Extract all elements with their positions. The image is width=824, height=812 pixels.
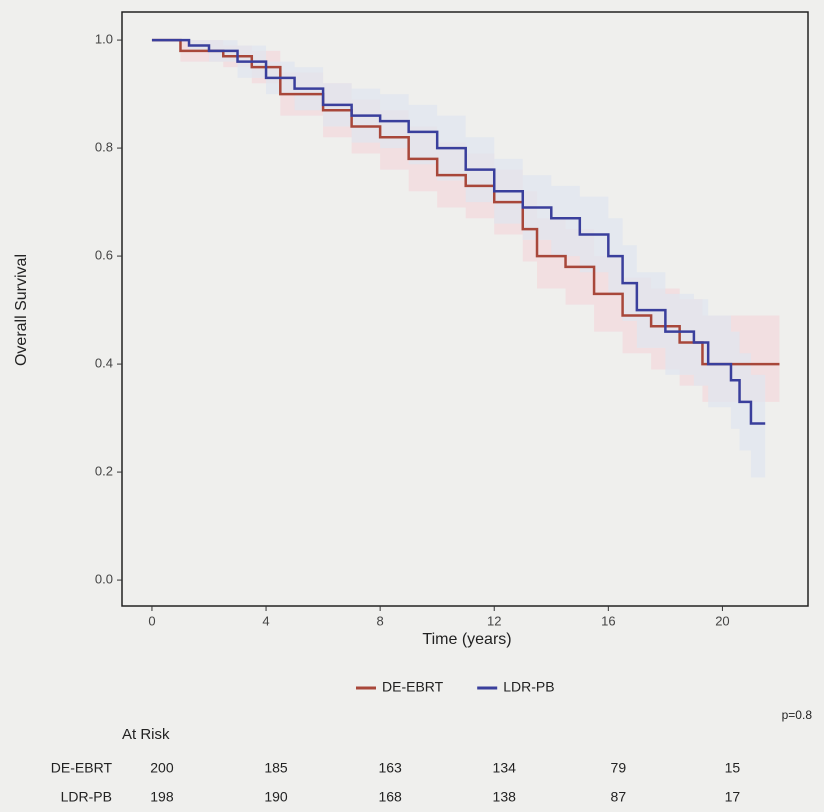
x-axis-label: Time (years): [422, 631, 511, 648]
risk-title: At Risk: [122, 726, 170, 743]
risk-row-label: LDR-PB: [61, 789, 112, 805]
legend-label: LDR-PB: [503, 679, 554, 695]
confidence-band: [151, 40, 766, 478]
legend-label: DE-EBRT: [382, 679, 444, 695]
x-tick-label: 20: [715, 613, 729, 628]
y-tick-label: 0.6: [95, 248, 113, 263]
y-tick-label: 1.0: [95, 32, 113, 47]
x-tick-label: 0: [148, 613, 155, 628]
y-tick-label: 0.0: [95, 572, 113, 587]
y-tick-label: 0.8: [95, 140, 113, 155]
x-tick-label: 12: [487, 613, 501, 628]
risk-value: 200: [150, 760, 174, 776]
y-tick-label: 0.2: [95, 464, 113, 479]
x-tick-label: 16: [601, 613, 615, 628]
plot-frame: [121, 11, 809, 607]
risk-value: 79: [611, 760, 627, 776]
risk-value: 190: [264, 789, 288, 805]
p-value: p=0.8: [782, 708, 813, 722]
x-tick-label: 4: [262, 613, 269, 628]
risk-value: 15: [725, 760, 741, 776]
x-tick-label: 8: [377, 613, 384, 628]
risk-value: 168: [378, 789, 402, 805]
risk-value: 185: [264, 760, 288, 776]
survival-line: [151, 38, 766, 425]
risk-value: 17: [725, 789, 741, 805]
y-tick-label: 0.4: [95, 356, 113, 371]
risk-value: 138: [493, 789, 517, 805]
y-axis-label: Overall Survival: [13, 254, 30, 366]
risk-value: 134: [493, 760, 517, 776]
risk-value: 163: [378, 760, 402, 776]
risk-row-label: DE-EBRT: [51, 760, 113, 776]
risk-value: 87: [611, 789, 627, 805]
risk-value: 198: [150, 789, 174, 805]
